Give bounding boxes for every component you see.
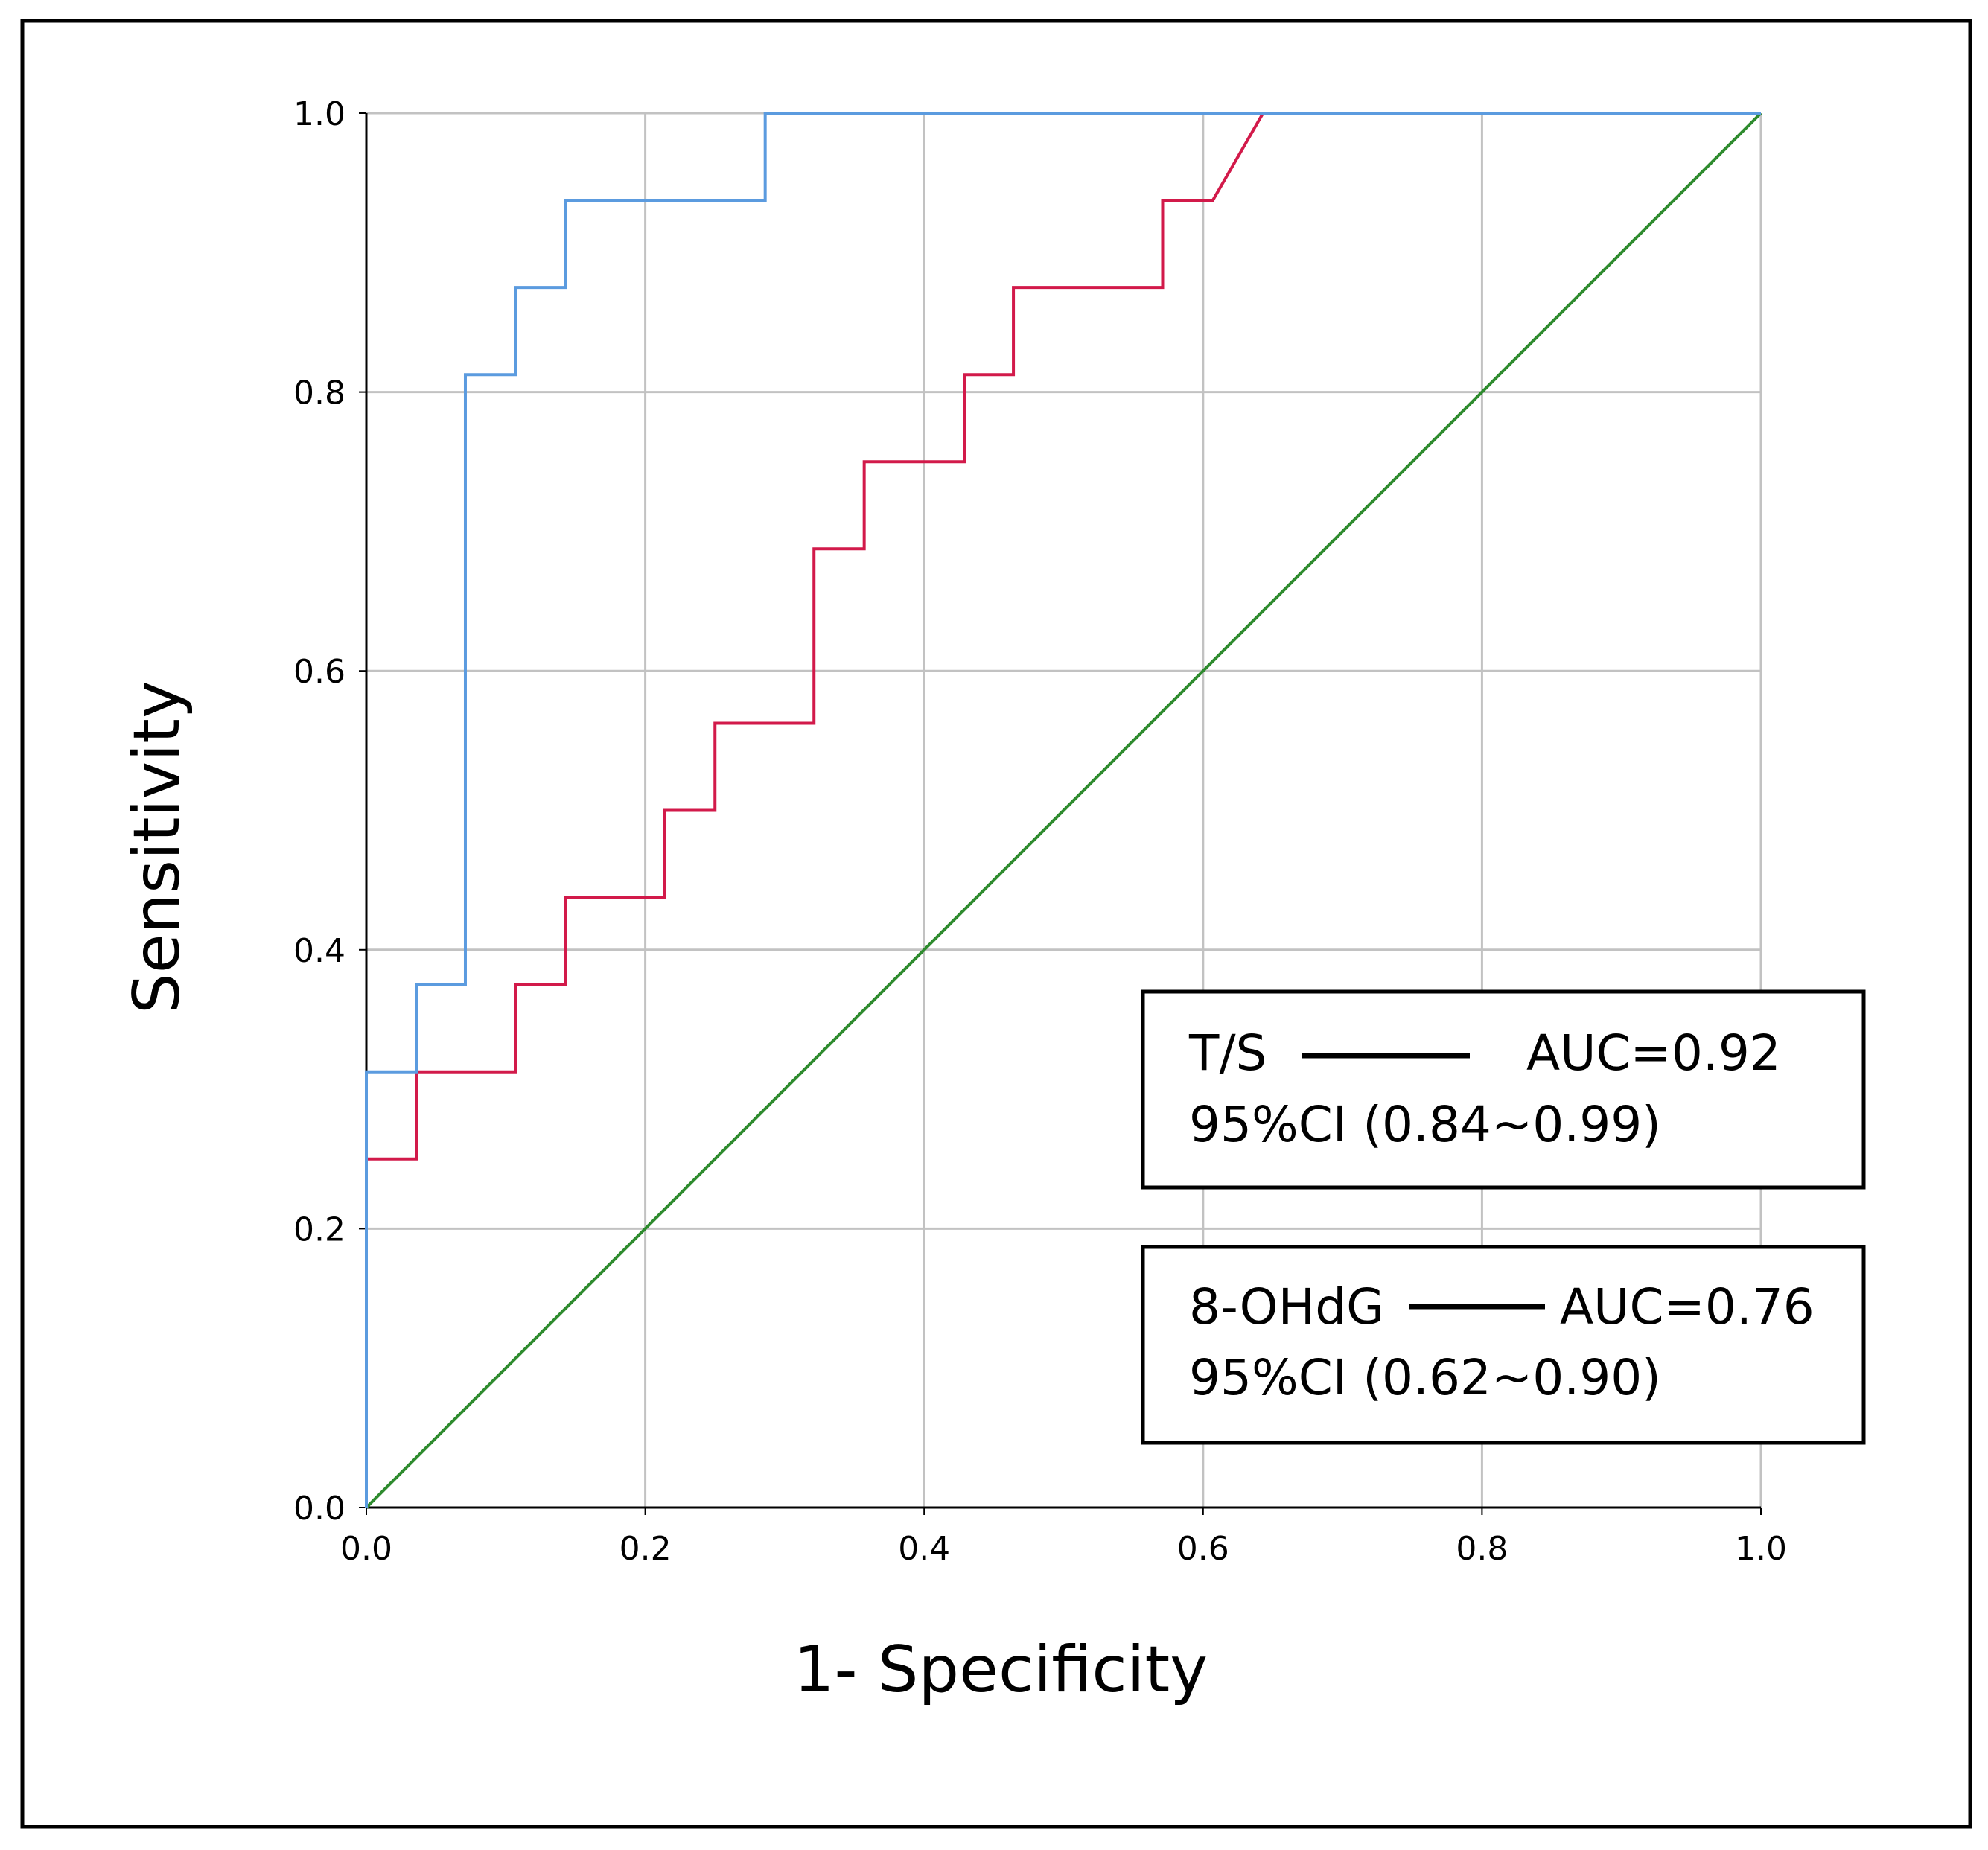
legend-ts-auc: AUC=0.92 — [1526, 1024, 1781, 1082]
legend-8ohdg-label: 8-OHdG — [1189, 1278, 1384, 1336]
legend-ts-label: T/S — [1188, 1024, 1267, 1082]
x-tick-label-3: 0.6 — [1177, 1530, 1229, 1568]
x-axis-title: 1- Specificity — [794, 1633, 1208, 1707]
series-line-t-s — [365, 112, 1761, 1508]
x-tick-label-5: 1.0 — [1735, 1530, 1787, 1568]
legend-box-ts: T/S AUC=0.92 95%CI (0.84~0.99) — [1141, 989, 1866, 1190]
x-tick-label-0: 0.0 — [340, 1530, 392, 1568]
legend-box-ts-frame — [1141, 989, 1866, 1190]
series-line-reference — [365, 112, 1762, 1509]
legend-box-8ohdg: 8-OHdG AUC=0.76 95%CI (0.62~0.90) — [1141, 1245, 1866, 1445]
x-tick-label-4: 0.8 — [1456, 1530, 1508, 1568]
y-tick-label-5: 1.0 — [293, 95, 345, 133]
y-tick-label-3: 0.6 — [293, 653, 345, 691]
y-axis-title: Sensitivity — [120, 680, 194, 1014]
figure-frame — [20, 19, 1972, 1829]
x-tick-label-2: 0.4 — [898, 1530, 950, 1568]
legend-box-8ohdg-frame — [1141, 1245, 1866, 1445]
y-tick-label-2: 0.4 — [293, 932, 345, 970]
legend-8ohdg-auc: AUC=0.76 — [1560, 1278, 1815, 1336]
tick-labels: 0.0 0.2 0.4 0.6 0.8 1.0 0.0 0.2 0.4 0.6 0.8 1.0 — [293, 95, 1787, 1568]
series-lines — [365, 112, 1762, 1509]
legend-ts-ci: 95%CI (0.84~0.99) — [1189, 1096, 1661, 1153]
series-line-8-ohdg — [365, 112, 1761, 1508]
y-tick-label-0: 0.0 — [293, 1490, 345, 1528]
y-tick-label-4: 0.8 — [293, 374, 345, 412]
x-tick-label-1: 0.2 — [619, 1530, 672, 1568]
y-tick-label-1: 0.2 — [293, 1211, 345, 1248]
legend-8ohdg-ci: 95%CI (0.62~0.90) — [1189, 1349, 1661, 1406]
